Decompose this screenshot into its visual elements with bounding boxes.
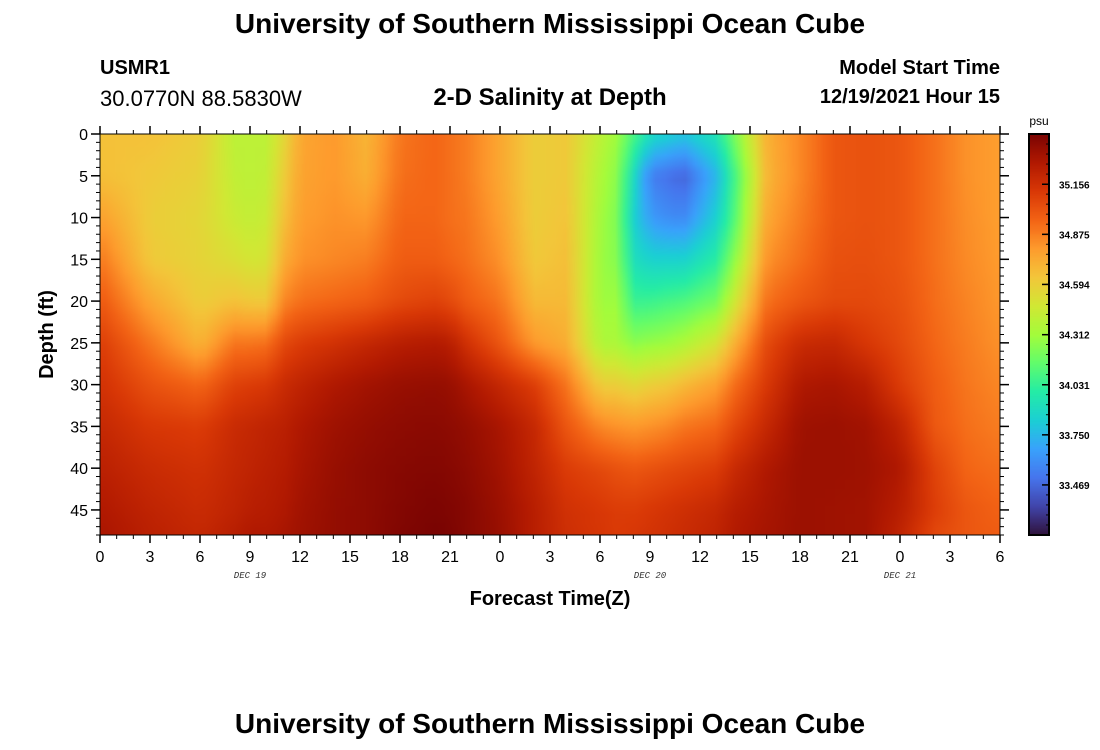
colorbar-tick-label: 33.469	[1059, 481, 1090, 492]
y-tick-label: 40	[70, 461, 88, 478]
station-id: USMR1	[100, 57, 171, 79]
x-tick-label: 3	[146, 549, 155, 566]
x-tick-label: 6	[596, 549, 605, 566]
model-start-label: Model Start Time	[839, 57, 1000, 79]
x-tick-label: 18	[791, 549, 809, 566]
colorbar-tick-label: 33.750	[1059, 431, 1090, 442]
colorbar-tick-label: 34.875	[1059, 230, 1090, 241]
x-tick-label: 0	[896, 549, 905, 566]
colorbar-tick-label: 34.312	[1059, 331, 1090, 342]
station-coordinates: 30.0770N 88.5830W	[100, 86, 302, 111]
y-tick-label: 45	[70, 503, 88, 520]
page-title: University of Southern Mississippi Ocean…	[234, 8, 866, 39]
y-tick-label: 0	[79, 127, 88, 144]
colorbar-tick-label: 34.031	[1059, 381, 1090, 392]
x-tick-label: 9	[646, 549, 655, 566]
chart-title: 2-D Salinity at Depth	[433, 84, 667, 111]
y-tick-label: 20	[70, 294, 88, 311]
plot-frame	[99, 133, 1001, 536]
x-tick-label: 15	[741, 549, 759, 566]
y-tick-label: 5	[79, 169, 88, 186]
date-label: DEC 20	[634, 571, 667, 581]
x-tick-label: 18	[391, 549, 409, 566]
y-tick-label: 25	[70, 336, 88, 353]
y-tick-label: 30	[70, 378, 88, 395]
y-tick-label: 10	[70, 211, 88, 228]
x-axis-label: Forecast Time(Z)	[470, 588, 631, 610]
x-tick-label: 0	[496, 549, 505, 566]
y-axis-label: Depth (ft)	[36, 290, 58, 379]
date-label: DEC 21	[884, 571, 916, 581]
x-tick-label: 21	[441, 549, 459, 566]
x-tick-label: 6	[996, 549, 1005, 566]
x-tick-label: 9	[246, 549, 255, 566]
colorbar-tick-label: 35.156	[1059, 180, 1090, 191]
footer-title: University of Southern Mississippi Ocean…	[234, 708, 866, 739]
x-tick-label: 3	[546, 549, 555, 566]
salinity-heatmap	[100, 134, 1000, 535]
x-tick-label: 21	[841, 549, 859, 566]
y-tick-label: 15	[70, 252, 88, 269]
x-tick-label: 0	[96, 549, 105, 566]
x-tick-label: 15	[341, 549, 359, 566]
colorbar-tick-label: 34.594	[1059, 280, 1090, 291]
x-tick-label: 12	[691, 549, 709, 566]
date-label: DEC 19	[234, 571, 267, 581]
x-tick-label: 12	[291, 549, 309, 566]
x-tick-label: 3	[946, 549, 955, 566]
x-tick-label: 6	[196, 549, 205, 566]
colorbar-unit: psu	[1029, 114, 1048, 128]
model-start-value: 12/19/2021 Hour 15	[819, 86, 1000, 108]
y-tick-label: 35	[70, 419, 88, 436]
